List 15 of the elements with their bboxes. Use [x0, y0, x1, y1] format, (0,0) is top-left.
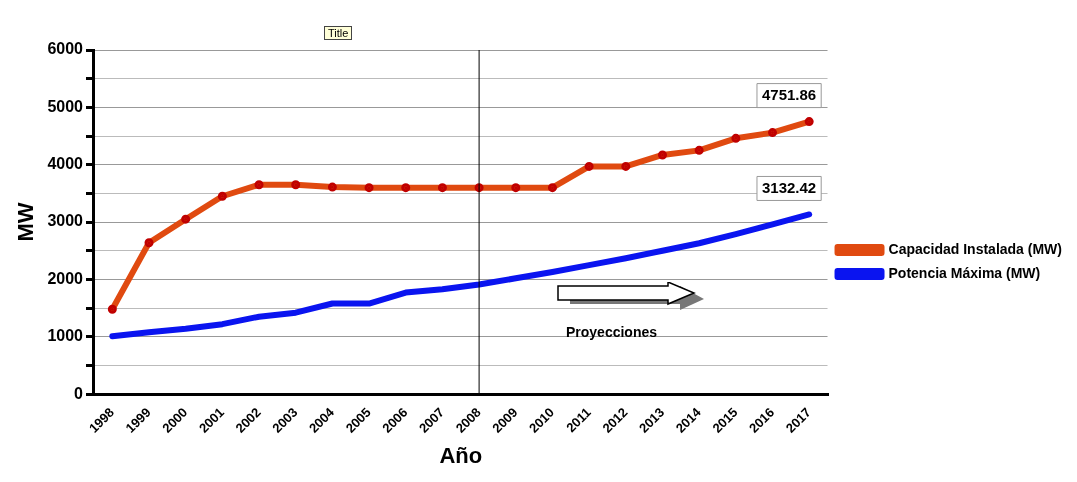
data-label: 3132.42 [761, 179, 817, 197]
x-axis-title: Año [439, 442, 483, 468]
y-tick-label: 3000 [47, 212, 84, 230]
legend-label: Capacidad Instalada (MW) [888, 240, 1062, 257]
y-axis-title: MW [13, 202, 39, 242]
annotation: Proyecciones [566, 324, 658, 340]
data-label: 4751.86 [761, 86, 817, 104]
chart-title: Title [324, 26, 353, 40]
y-tick-label: 0 [74, 384, 84, 402]
y-tick-label: 2000 [47, 269, 84, 287]
y-tick-label: 1000 [47, 327, 84, 345]
y-tick-label: 4000 [47, 155, 84, 173]
legend-label: Potencia Máxima (MW) [888, 264, 1041, 281]
y-tick-label: 6000 [47, 40, 84, 58]
y-tick-label: 5000 [47, 97, 84, 115]
